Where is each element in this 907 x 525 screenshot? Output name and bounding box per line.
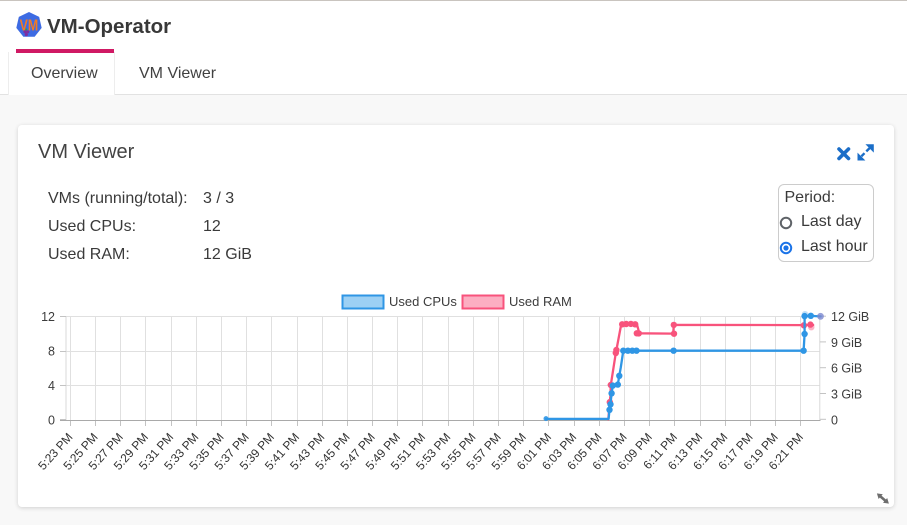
svg-text:8: 8 [48, 345, 55, 359]
svg-text:6 GiB: 6 GiB [831, 362, 862, 376]
svg-text:4: 4 [48, 379, 55, 393]
svg-text:0: 0 [831, 413, 838, 427]
svg-text:12: 12 [41, 310, 55, 324]
svg-text:0: 0 [48, 413, 55, 427]
svg-text:9 GiB: 9 GiB [831, 336, 862, 350]
svg-text:12 GiB: 12 GiB [831, 310, 869, 324]
svg-text:Used CPUs: Used CPUs [389, 294, 457, 309]
svg-text:Used RAM: Used RAM [509, 294, 572, 309]
svg-text:VM: VM [20, 17, 39, 34]
svg-text:3 GiB: 3 GiB [831, 388, 862, 402]
